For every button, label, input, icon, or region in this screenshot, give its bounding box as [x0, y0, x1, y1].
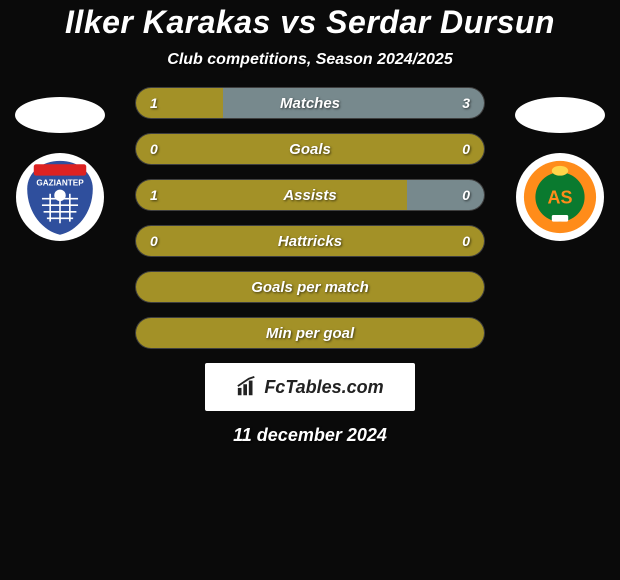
left-team-badge: GAZIANTEP	[16, 153, 104, 241]
stat-bar-label: Goals	[136, 134, 484, 164]
left-team-ellipse	[15, 97, 105, 133]
infographic-date: 11 december 2024	[0, 425, 620, 446]
stat-bar-left-value: 1	[150, 88, 158, 118]
right-team-badge-icon: AS	[519, 156, 601, 238]
stat-bar-label: Min per goal	[136, 318, 484, 348]
stat-bar-label: Assists	[136, 180, 484, 210]
stat-bar-left-value: 1	[150, 180, 158, 210]
comparison-infographic: Ilker Karakas vs Serdar Dursun Club comp…	[0, 0, 620, 580]
stat-bar: Goals0 0	[135, 133, 485, 165]
footer-brand-box: FcTables.com	[205, 363, 415, 411]
right-team-badge: AS	[516, 153, 604, 241]
stat-bar: Goals per match	[135, 271, 485, 303]
stat-bar: Assists1 0	[135, 179, 485, 211]
chart-icon	[236, 376, 258, 398]
svg-text:GAZIANTEP: GAZIANTEP	[36, 179, 84, 188]
right-team-column: AS	[510, 97, 610, 241]
page-subtitle: Club competitions, Season 2024/2025	[0, 51, 620, 69]
footer-brand-text: FcTables.com	[264, 377, 383, 398]
stat-bar: Min per goal	[135, 317, 485, 349]
stat-bar-label: Goals per match	[136, 272, 484, 302]
stat-bar-right-value: 0	[462, 134, 470, 164]
page-title: Ilker Karakas vs Serdar Dursun	[0, 4, 620, 41]
left-team-column: GAZIANTEP	[10, 97, 110, 241]
stat-bar-label: Matches	[136, 88, 484, 118]
content-area: GAZIANTEP	[0, 87, 620, 446]
stat-bar: Matches1 3	[135, 87, 485, 119]
stat-bar: Hattricks0 0	[135, 225, 485, 257]
stat-bar-right-value: 0	[462, 226, 470, 256]
right-team-ellipse	[515, 97, 605, 133]
left-team-badge-icon: GAZIANTEP	[19, 156, 101, 238]
stat-bar-left-value: 0	[150, 134, 158, 164]
svg-text:AS: AS	[547, 188, 572, 208]
stat-bar-right-value: 3	[462, 88, 470, 118]
stat-bar-right-value: 0	[462, 180, 470, 210]
stat-bar-left-value: 0	[150, 226, 158, 256]
stat-bar-label: Hattricks	[136, 226, 484, 256]
stat-bars: Matches13Goals00Assists10Hattricks00Goal…	[135, 87, 485, 349]
